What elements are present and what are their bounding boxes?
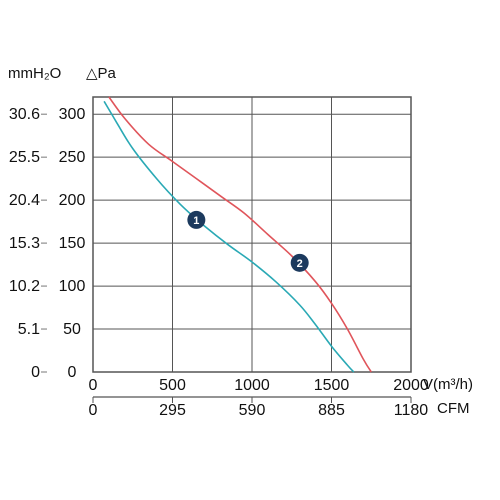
x-tick-label-secondary: 885 <box>318 402 345 419</box>
series-layer: 12 <box>103 96 372 373</box>
y-tick-label-secondary: 30.6 <box>9 106 40 123</box>
x-tick-label: 0 <box>89 377 98 394</box>
series-line-1 <box>103 100 355 373</box>
ticks-layer: 00505.110010.215015.320020.425025.530030… <box>9 106 429 419</box>
series-marker-label-1: 1 <box>193 215 199 227</box>
y-tick-label: 100 <box>59 278 86 295</box>
y-tick-label-secondary: 5.1 <box>18 321 40 338</box>
grid <box>93 97 411 372</box>
x-tick-label-secondary: 1180 <box>394 402 429 419</box>
x-unit-primary: V(m³/h) <box>423 376 473 393</box>
y-tick-label-secondary: 0 <box>31 364 40 381</box>
x-tick-label: 1500 <box>314 377 350 394</box>
x-tick-label: 1000 <box>234 377 270 394</box>
y-tick-label: 50 <box>63 321 81 338</box>
series-marker-2 <box>290 253 309 272</box>
x-tick-label-secondary: 590 <box>239 402 266 419</box>
series-line-2 <box>108 96 372 373</box>
x-tick-label-secondary: 0 <box>89 402 98 419</box>
x-tick-label: 2000 <box>393 377 429 394</box>
series-marker-label-2: 2 <box>297 258 303 270</box>
y-unit-primary: △Pa <box>86 65 117 82</box>
y-tick-label: 0 <box>68 364 77 381</box>
y-tick-label: 300 <box>59 106 86 123</box>
plot-frame <box>92 96 412 373</box>
y-unit-secondary: mmH₂O <box>8 65 61 82</box>
series-marker-1 <box>187 210 206 229</box>
x-tick-label-secondary: 295 <box>159 402 186 419</box>
y-tick-label: 150 <box>59 235 86 252</box>
x-unit-secondary: CFM <box>437 400 470 417</box>
x-tick-label: 500 <box>159 377 186 394</box>
y-tick-label-secondary: 10.2 <box>9 278 40 295</box>
y-tick-label-secondary: 20.4 <box>9 192 40 209</box>
y-tick-label: 250 <box>59 149 86 166</box>
y-tick-label-secondary: 25.5 <box>9 149 40 166</box>
y-tick-label: 200 <box>59 192 86 209</box>
y-tick-label-secondary: 15.3 <box>9 235 40 252</box>
